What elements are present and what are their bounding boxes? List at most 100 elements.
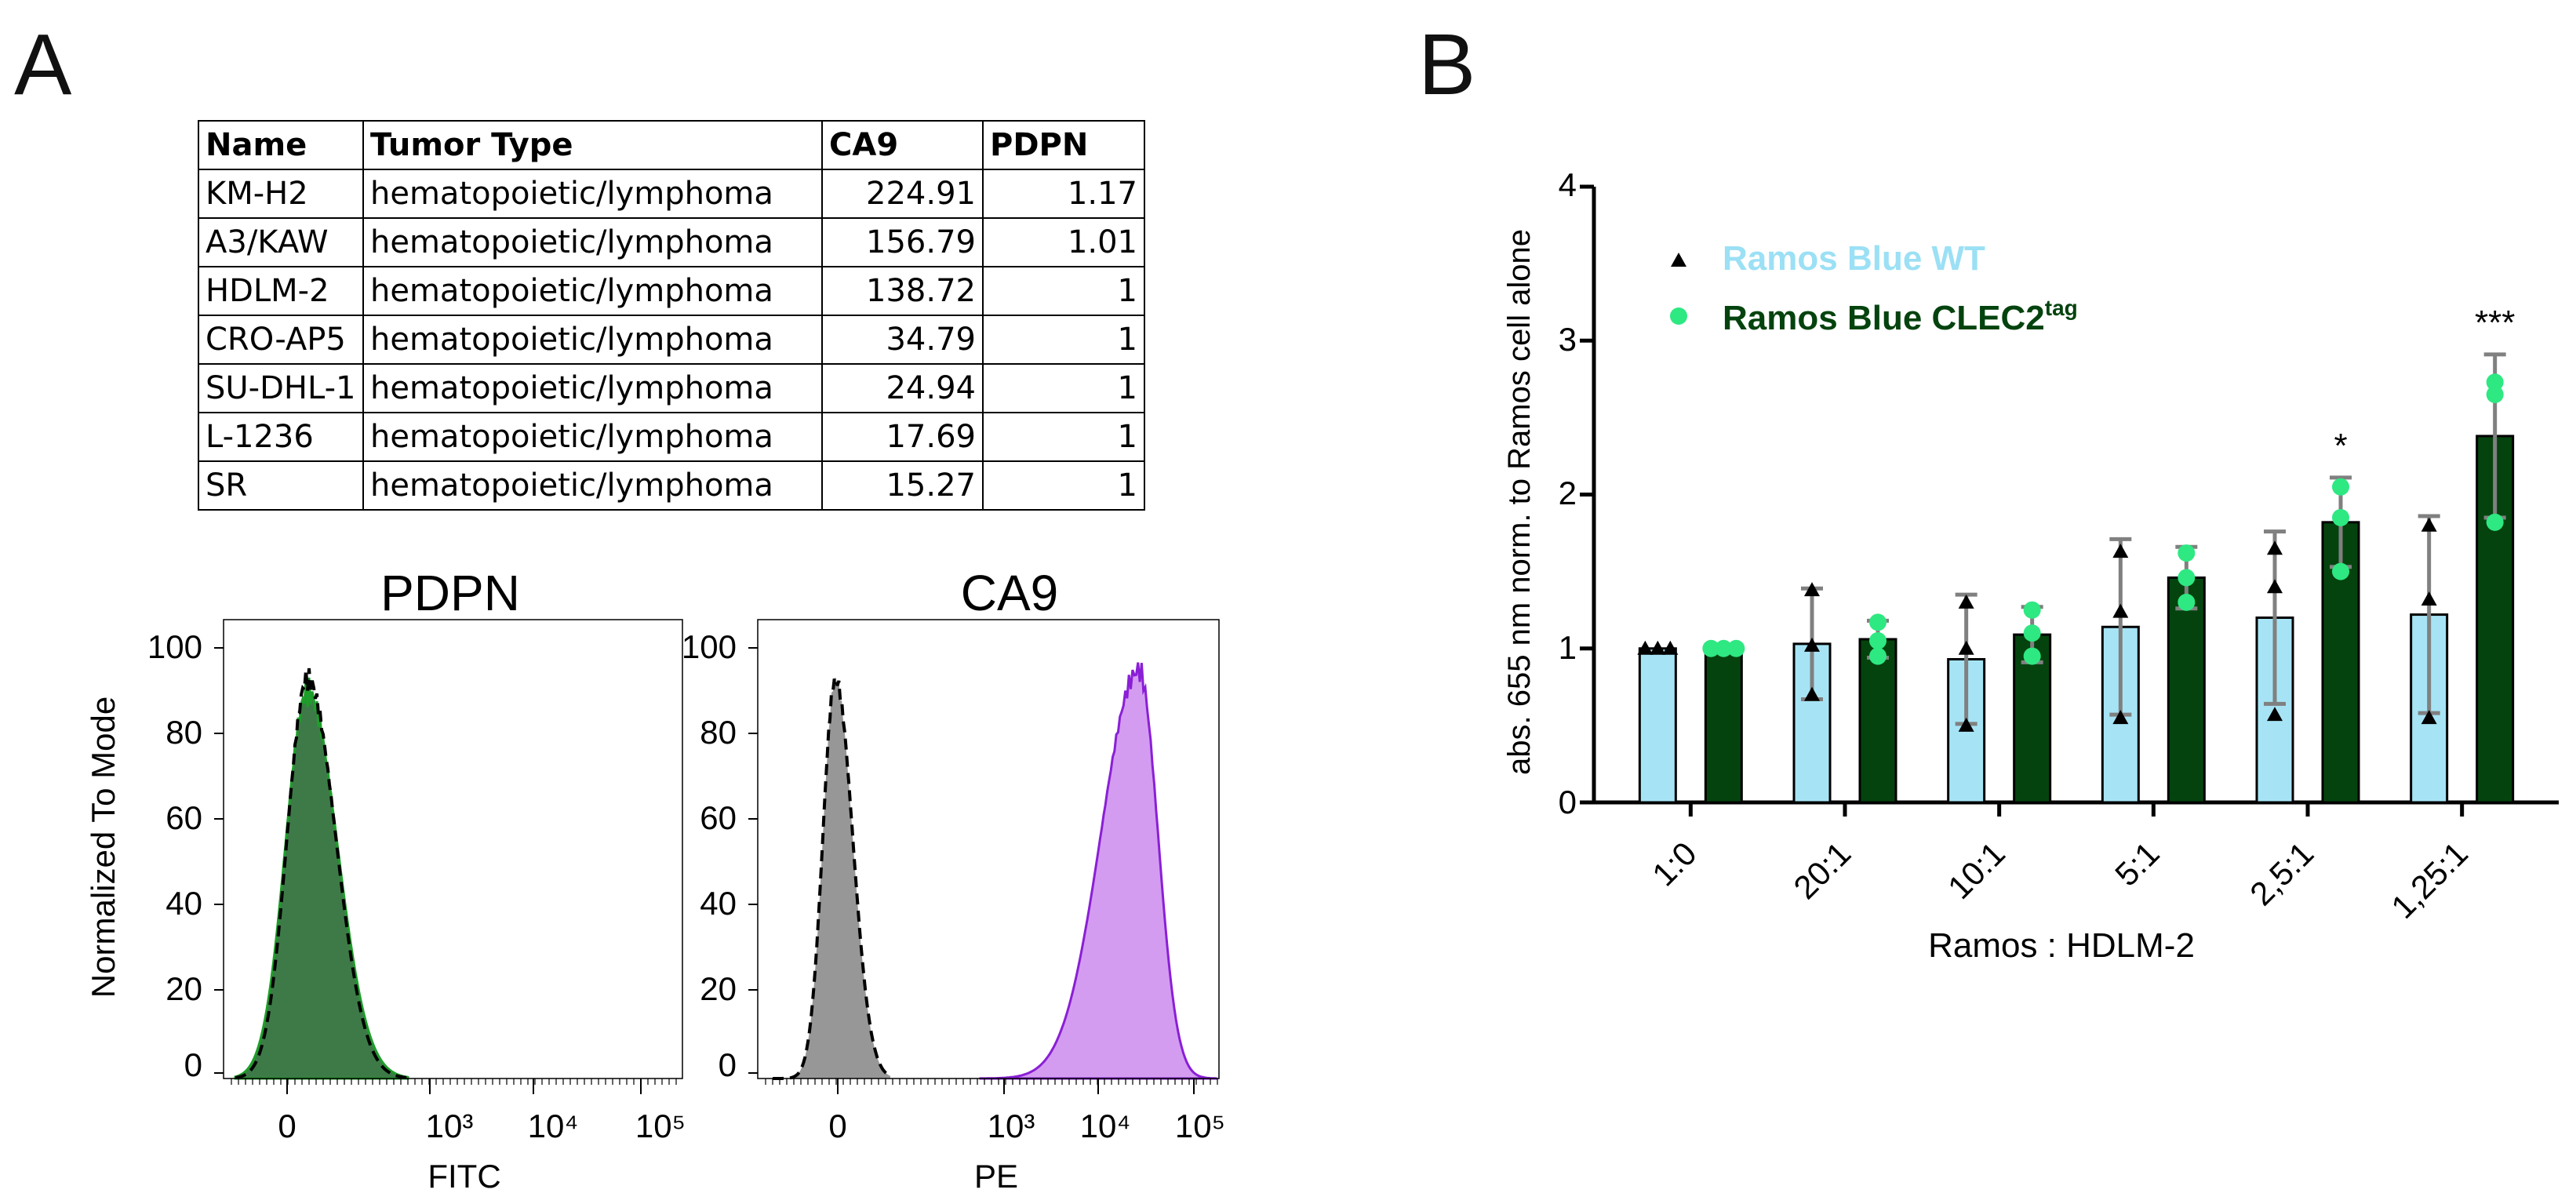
pdpn-axes bbox=[214, 647, 677, 1094]
point-clec bbox=[1702, 639, 1720, 657]
pdpn-ytick-80: 80 bbox=[166, 714, 202, 751]
cell-line-table: Name Tumor Type CA9 PDPN KM-H2 hematopoie… bbox=[198, 120, 1145, 511]
cell-tumor-type: hematopoietic/lymphoma bbox=[362, 169, 823, 219]
ca9-plot-frame bbox=[757, 619, 1220, 1079]
table-row: L-1236 hematopoietic/lymphoma 17.69 1 bbox=[198, 412, 1145, 462]
pdpn-xtick-1e5: 10⁵ bbox=[635, 1108, 686, 1144]
bar-clec bbox=[1704, 647, 1743, 804]
header-pdpn: PDPN bbox=[982, 120, 1145, 170]
pdpn-control-histogram bbox=[235, 667, 409, 1080]
point-wt bbox=[1637, 640, 1654, 655]
pdpn-ytick-40: 40 bbox=[166, 885, 202, 922]
point-clec bbox=[2332, 508, 2349, 526]
pdpn-ylabel: Normalized To Mode bbox=[85, 697, 122, 998]
ca9-axes bbox=[748, 647, 1218, 1094]
header-name: Name bbox=[198, 120, 364, 170]
point-wt bbox=[1662, 640, 1679, 655]
ca9-xtick-1e3: 10³ bbox=[988, 1108, 1035, 1144]
cell-name: SU-DHL-1 bbox=[198, 363, 364, 413]
cell-pdpn: 1 bbox=[982, 315, 1145, 365]
pdpn-xtick-1e3: 10³ bbox=[426, 1108, 474, 1144]
table-header-row: Name Tumor Type CA9 PDPN bbox=[198, 120, 1145, 170]
pdpn-xtick-0: 0 bbox=[278, 1108, 296, 1144]
point-clec bbox=[1869, 631, 1887, 649]
legend-wt-label: Ramos Blue WT bbox=[1723, 239, 1985, 278]
pdpn-stain-histogram bbox=[234, 677, 409, 1080]
bar-xtick-label: 2,5:1 bbox=[2243, 835, 2320, 912]
cell-tumor-type: hematopoietic/lymphoma bbox=[362, 460, 823, 511]
bar-xtick-label: 1,25:1 bbox=[2384, 835, 2475, 926]
bar-xtick-label: 5:1 bbox=[2108, 835, 2167, 893]
pdpn-plot-frame bbox=[223, 619, 683, 1079]
cell-ca9: 15.27 bbox=[821, 460, 984, 511]
point-clec bbox=[2023, 624, 2041, 642]
table-row: HDLM-2 hematopoietic/lymphoma 138.72 1 bbox=[198, 266, 1145, 316]
ca9-ytick-0: 0 bbox=[719, 1046, 737, 1083]
bar-ytick-4: 4 bbox=[1559, 166, 1577, 203]
cell-pdpn: 1.17 bbox=[982, 169, 1145, 219]
point-clec bbox=[2023, 647, 2041, 665]
bar-ytick-3: 3 bbox=[1559, 321, 1577, 358]
point-clec bbox=[1715, 639, 1733, 657]
cell-ca9: 24.94 bbox=[821, 363, 984, 413]
table-row: A3/KAW hematopoietic/lymphoma 156.79 1.01 bbox=[198, 217, 1145, 267]
cell-ca9: 224.91 bbox=[821, 169, 984, 219]
point-wt bbox=[2421, 591, 2437, 606]
bar-chart: 1:0 20:1 10:1 5:1 2,5:1 1,25:1 **** 0 1 2 3 4… bbox=[1502, 166, 2559, 965]
significance-marker: *** bbox=[2475, 304, 2515, 342]
ca9-ytick-100: 100 bbox=[682, 628, 737, 665]
pdpn-ytick-100: 100 bbox=[147, 628, 202, 665]
ca9-ytick-20: 20 bbox=[700, 970, 737, 1007]
table-row: KM-H2 hematopoietic/lymphoma 224.91 1.17 bbox=[198, 169, 1145, 219]
cell-name: L-1236 bbox=[198, 412, 364, 462]
point-wt bbox=[2112, 603, 2129, 618]
point-wt bbox=[1958, 717, 1974, 732]
bar-xtick-label: 20:1 bbox=[1786, 835, 1857, 906]
pdpn-curves bbox=[234, 667, 409, 1080]
point-clec bbox=[2332, 562, 2349, 580]
cell-tumor-type: hematopoietic/lymphoma bbox=[362, 363, 823, 413]
point-clec bbox=[2332, 478, 2349, 496]
legend-clec-marker bbox=[1670, 307, 1687, 325]
pdpn-ytick-20: 20 bbox=[166, 970, 202, 1007]
point-clec bbox=[1727, 639, 1745, 657]
bar-xlabel: Ramos : HDLM-2 bbox=[1928, 926, 2195, 965]
point-wt bbox=[2267, 579, 2283, 594]
point-wt bbox=[1804, 637, 1820, 652]
bar-wt bbox=[1638, 647, 1677, 804]
header-ca9: CA9 bbox=[821, 120, 984, 170]
bar-ytick-0: 0 bbox=[1559, 784, 1577, 820]
panel-a-label: A bbox=[14, 16, 72, 113]
cell-ca9: 138.72 bbox=[821, 266, 984, 316]
bar-xtick-label: 1:0 bbox=[1645, 835, 1704, 893]
bar-ytick-2: 2 bbox=[1559, 475, 1577, 511]
point-clec bbox=[2486, 385, 2504, 403]
point-wt bbox=[2112, 544, 2129, 558]
ca9-control-fill bbox=[773, 678, 890, 1079]
cell-pdpn: 1 bbox=[982, 266, 1145, 316]
legend-clec-label: Ramos Blue CLEC2tag bbox=[1723, 296, 2078, 337]
ca9-stain-histogram bbox=[979, 662, 1217, 1080]
cell-ca9: 34.79 bbox=[821, 315, 984, 365]
ca9-xtick-0: 0 bbox=[828, 1108, 846, 1144]
cell-tumor-type: hematopoietic/lymphoma bbox=[362, 217, 823, 267]
ca9-curves bbox=[773, 662, 1217, 1080]
ca9-xtick-1e5: 10⁵ bbox=[1175, 1108, 1225, 1144]
point-wt bbox=[2421, 517, 2437, 532]
point-wt bbox=[1804, 582, 1820, 597]
point-wt bbox=[1958, 594, 1974, 609]
bar-legend: Ramos Blue WT Ramos Blue CLEC2tag bbox=[1670, 239, 2078, 337]
point-clec bbox=[2178, 593, 2196, 611]
point-wt bbox=[2267, 707, 2283, 722]
cell-name: SR bbox=[198, 460, 364, 511]
cell-name: HDLM-2 bbox=[198, 266, 364, 316]
point-clec bbox=[2178, 569, 2196, 587]
point-wt bbox=[2267, 540, 2283, 555]
cell-name: A3/KAW bbox=[198, 217, 364, 267]
ca9-ytick-40: 40 bbox=[700, 885, 737, 922]
pdpn-ytick-0: 0 bbox=[184, 1046, 202, 1083]
ca9-control-histogram bbox=[773, 675, 891, 1080]
cell-ca9: 17.69 bbox=[821, 412, 984, 462]
table-row: SR hematopoietic/lymphoma 15.27 1 bbox=[198, 460, 1145, 511]
